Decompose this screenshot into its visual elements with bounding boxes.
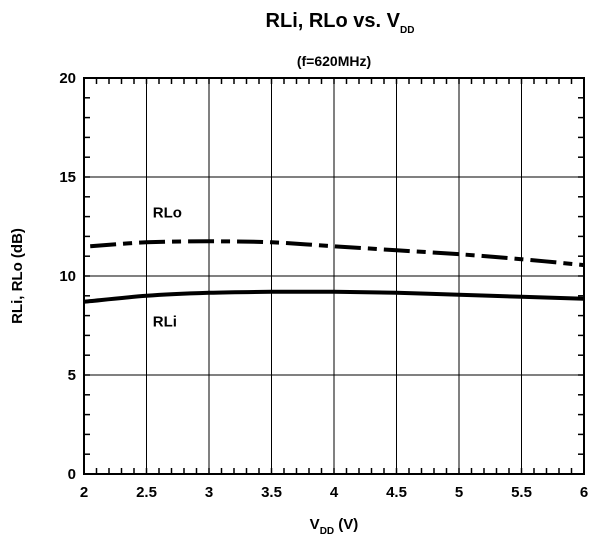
series-label-rlo: RLo: [153, 205, 182, 222]
series-label-rli: RLi: [153, 313, 177, 330]
series-lines: [83, 239, 585, 304]
x-tick-label: 2.5: [136, 484, 157, 501]
chart-subtitle: (f=620MHz): [297, 53, 371, 69]
x-tick-label: 6: [580, 484, 588, 501]
x-tick-label: 3: [205, 484, 213, 501]
y-tick-label: 5: [68, 367, 76, 384]
y-tick-label: 15: [59, 169, 76, 186]
y-tick-labels: 0 5 10 15 20: [59, 70, 76, 483]
plot-frame: [83, 77, 585, 475]
x-tick-label: 3.5: [261, 484, 282, 501]
chart-title: RLi, RLo vs. VDD: [266, 10, 415, 36]
x-tick-label: 4.5: [386, 484, 407, 501]
series-labels: RLo RLi: [153, 205, 182, 331]
y-tick-label: 10: [59, 268, 76, 285]
y-tick-label: 0: [68, 466, 76, 483]
y-axis-label: RLi, RLo (dB): [9, 228, 26, 324]
x-tick-labels: 2 2.5 3 3.5 4 4.5 5 5.5 6: [80, 484, 588, 501]
series-line-rlo: [90, 239, 585, 268]
y-tick-label: 20: [59, 70, 76, 87]
chart-title-subscript: DD: [400, 25, 414, 36]
x-tick-label: 5.5: [511, 484, 532, 501]
x-axis-label-main: V: [310, 516, 320, 533]
x-axis-label-unit: (V): [334, 516, 358, 533]
series-line-rli: [83, 289, 585, 304]
chart-title-main: RLi, RLo vs. V: [266, 10, 401, 32]
x-axis-label: VDD (V): [310, 516, 359, 537]
grid-lines: [84, 78, 584, 474]
x-tick-label: 5: [455, 484, 463, 501]
x-axis-label-subscript: DD: [320, 526, 334, 537]
x-tick-label: 2: [80, 484, 88, 501]
x-tick-label: 4: [330, 484, 339, 501]
